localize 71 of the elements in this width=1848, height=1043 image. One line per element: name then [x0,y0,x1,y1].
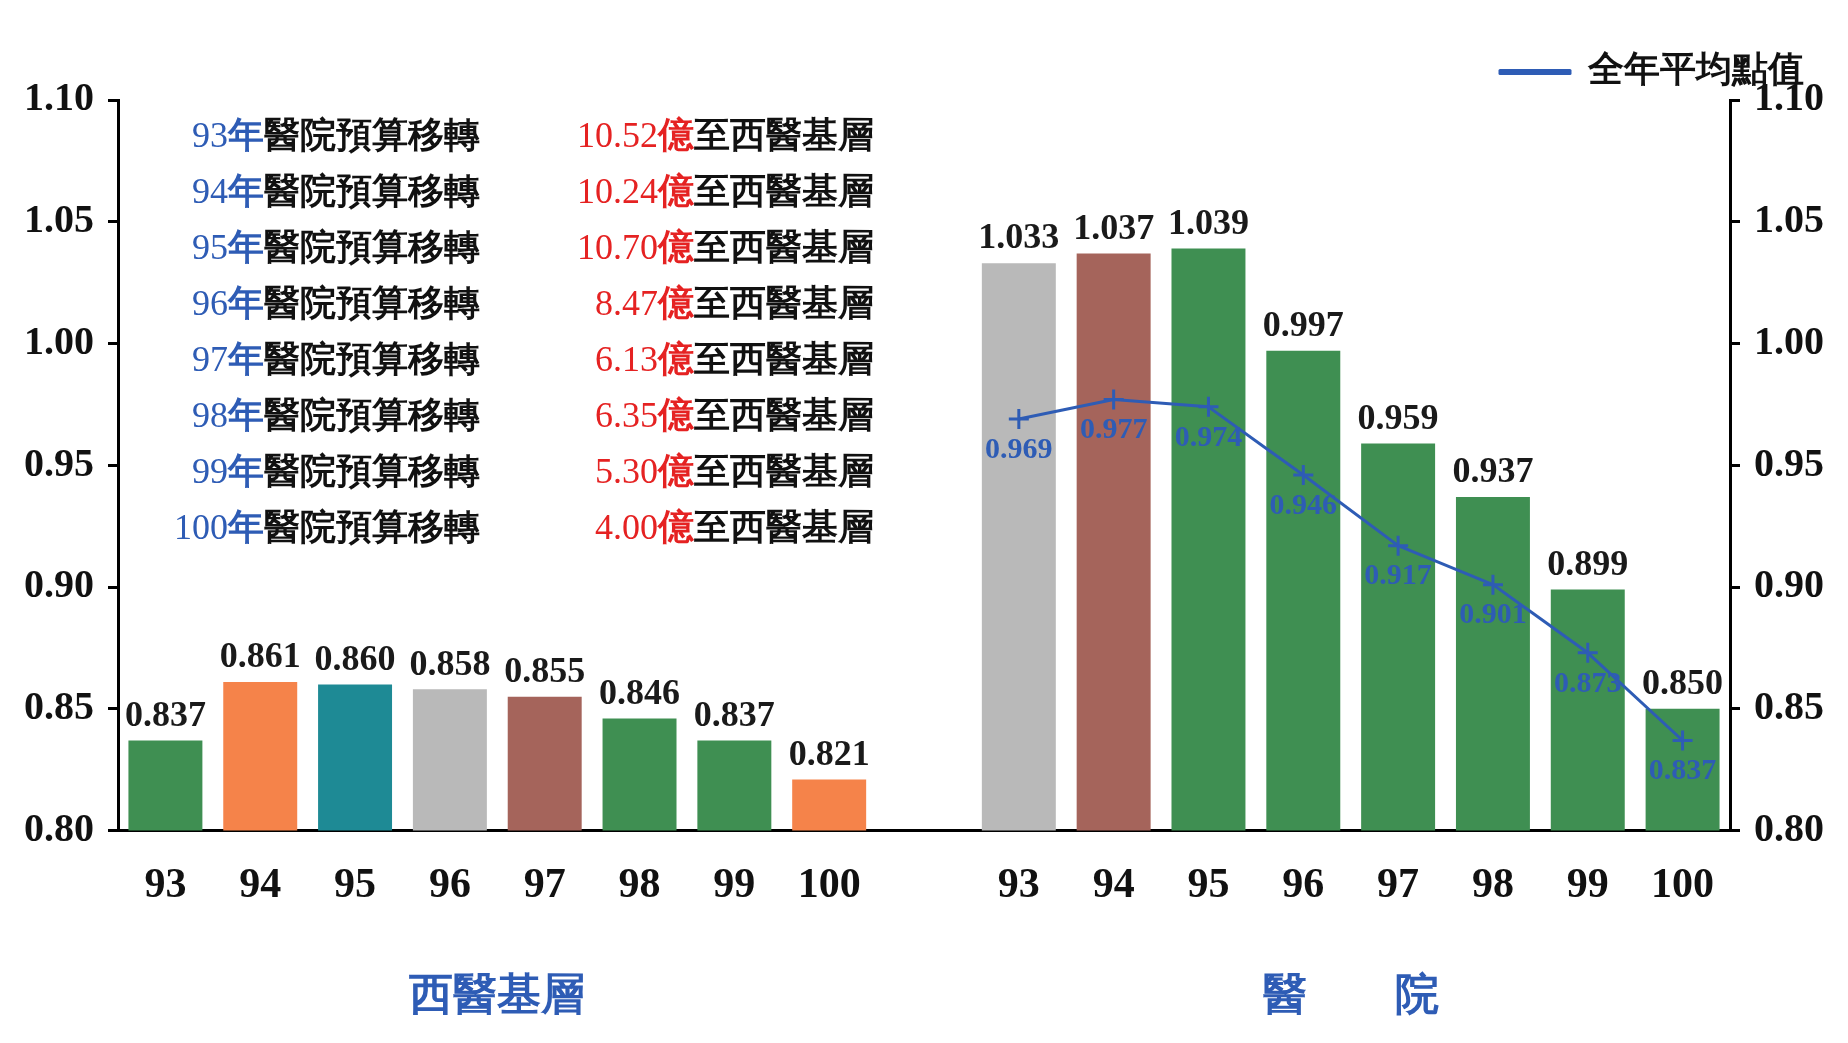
x-tick-label: 97 [523,859,566,906]
data-label: 0.873 [1554,664,1622,698]
text: 醫 院 [1262,970,1439,1020]
text: 94年醫院預算移轉 10.24億至西醫基層 [192,171,874,212]
x-tick-label: 95 [1187,859,1230,906]
y2-tick-label: 1.05 [1754,196,1824,242]
y-tick-label: 1.00 [24,317,94,363]
data-label: 0.977 [1079,411,1148,445]
point [1196,395,1220,419]
data-label: 0.861 [219,635,301,676]
text: 93年醫院預算移轉 10.52億至西醫基層 [192,115,874,156]
y2-tick-label: 1.00 [1754,317,1824,363]
point [1291,463,1315,487]
x-tick-label: 96 [1282,859,1325,906]
data-label: 0.974 [1174,418,1243,452]
x-tick-label: 97 [1377,859,1420,906]
x-tick-label: 94 [239,859,282,906]
x-tick-label: 98 [1471,859,1514,906]
text: 100年醫院預算移轉 4.00億至西醫基層 [174,507,874,548]
x-tick-label: 99 [1566,859,1609,906]
data-label: 0.855 [504,649,586,690]
x-tick-label: 100 [797,859,861,906]
point [1576,641,1600,665]
data-label: 0.860 [314,637,396,678]
text: 98年醫院預算移轉 6.35億至西醫基層 [192,395,874,436]
y2-tick-label: 0.80 [1754,804,1824,850]
x-tick-label: 93 [997,859,1040,906]
data-label: 0.837 [1648,752,1717,786]
x-tick-label: 98 [618,859,661,906]
x-tick-label: 94 [1092,859,1135,906]
point [1481,573,1505,597]
y2-tick-label: 0.95 [1754,439,1824,485]
y-tick-label: 0.95 [24,439,94,485]
y-tick-label: 1.05 [24,196,94,242]
x-tick-label: 93 [144,859,187,906]
y-tick-label: 0.90 [24,561,94,607]
data-label: 0.946 [1269,486,1338,520]
x-tick-label: 99 [713,859,756,906]
point [1386,534,1410,558]
x-tick-label: 96 [428,859,471,906]
data-label: 0.821 [788,732,870,773]
text: 97年醫院預算移轉 6.13億至西醫基層 [192,339,874,380]
data-label: 0.858 [409,642,491,683]
data-label: 1.037 [1073,206,1155,247]
point [1007,407,1031,431]
data-label: 1.033 [978,216,1060,257]
data-label: 0.837 [693,693,775,734]
data-label: 0.850 [1642,662,1724,703]
y-tick-label: 1.10 [24,74,94,120]
data-label: 0.846 [599,671,681,712]
x-tick-label: 95 [334,859,377,906]
y-tick-label: 0.85 [24,683,94,729]
data-label: 0.997 [1262,304,1344,345]
data-label: 1.039 [1167,201,1249,242]
point [1102,388,1126,412]
text: 西醫基層 [408,970,586,1020]
y-tick-label: 0.80 [24,804,94,850]
text: 99年醫院預算移轉 5.30億至西醫基層 [192,451,874,492]
data-label: 0.901 [1459,596,1527,630]
y2-tick-label: 0.85 [1754,683,1824,729]
y2-tick-label: 0.90 [1754,561,1824,607]
text: 96年醫院預算移轉 8.47億至西醫基層 [192,283,874,324]
data-label: 0.899 [1547,542,1629,583]
data-label: 0.937 [1452,450,1534,491]
point [1671,728,1695,752]
data-label: 0.917 [1364,557,1432,591]
data-label: 0.837 [124,693,206,734]
data-label: 0.959 [1357,396,1439,437]
text: 95年醫院預算移轉 10.70億至西醫基層 [192,227,874,268]
x-tick-label: 100 [1651,859,1715,906]
data-label: 0.969 [985,430,1053,464]
